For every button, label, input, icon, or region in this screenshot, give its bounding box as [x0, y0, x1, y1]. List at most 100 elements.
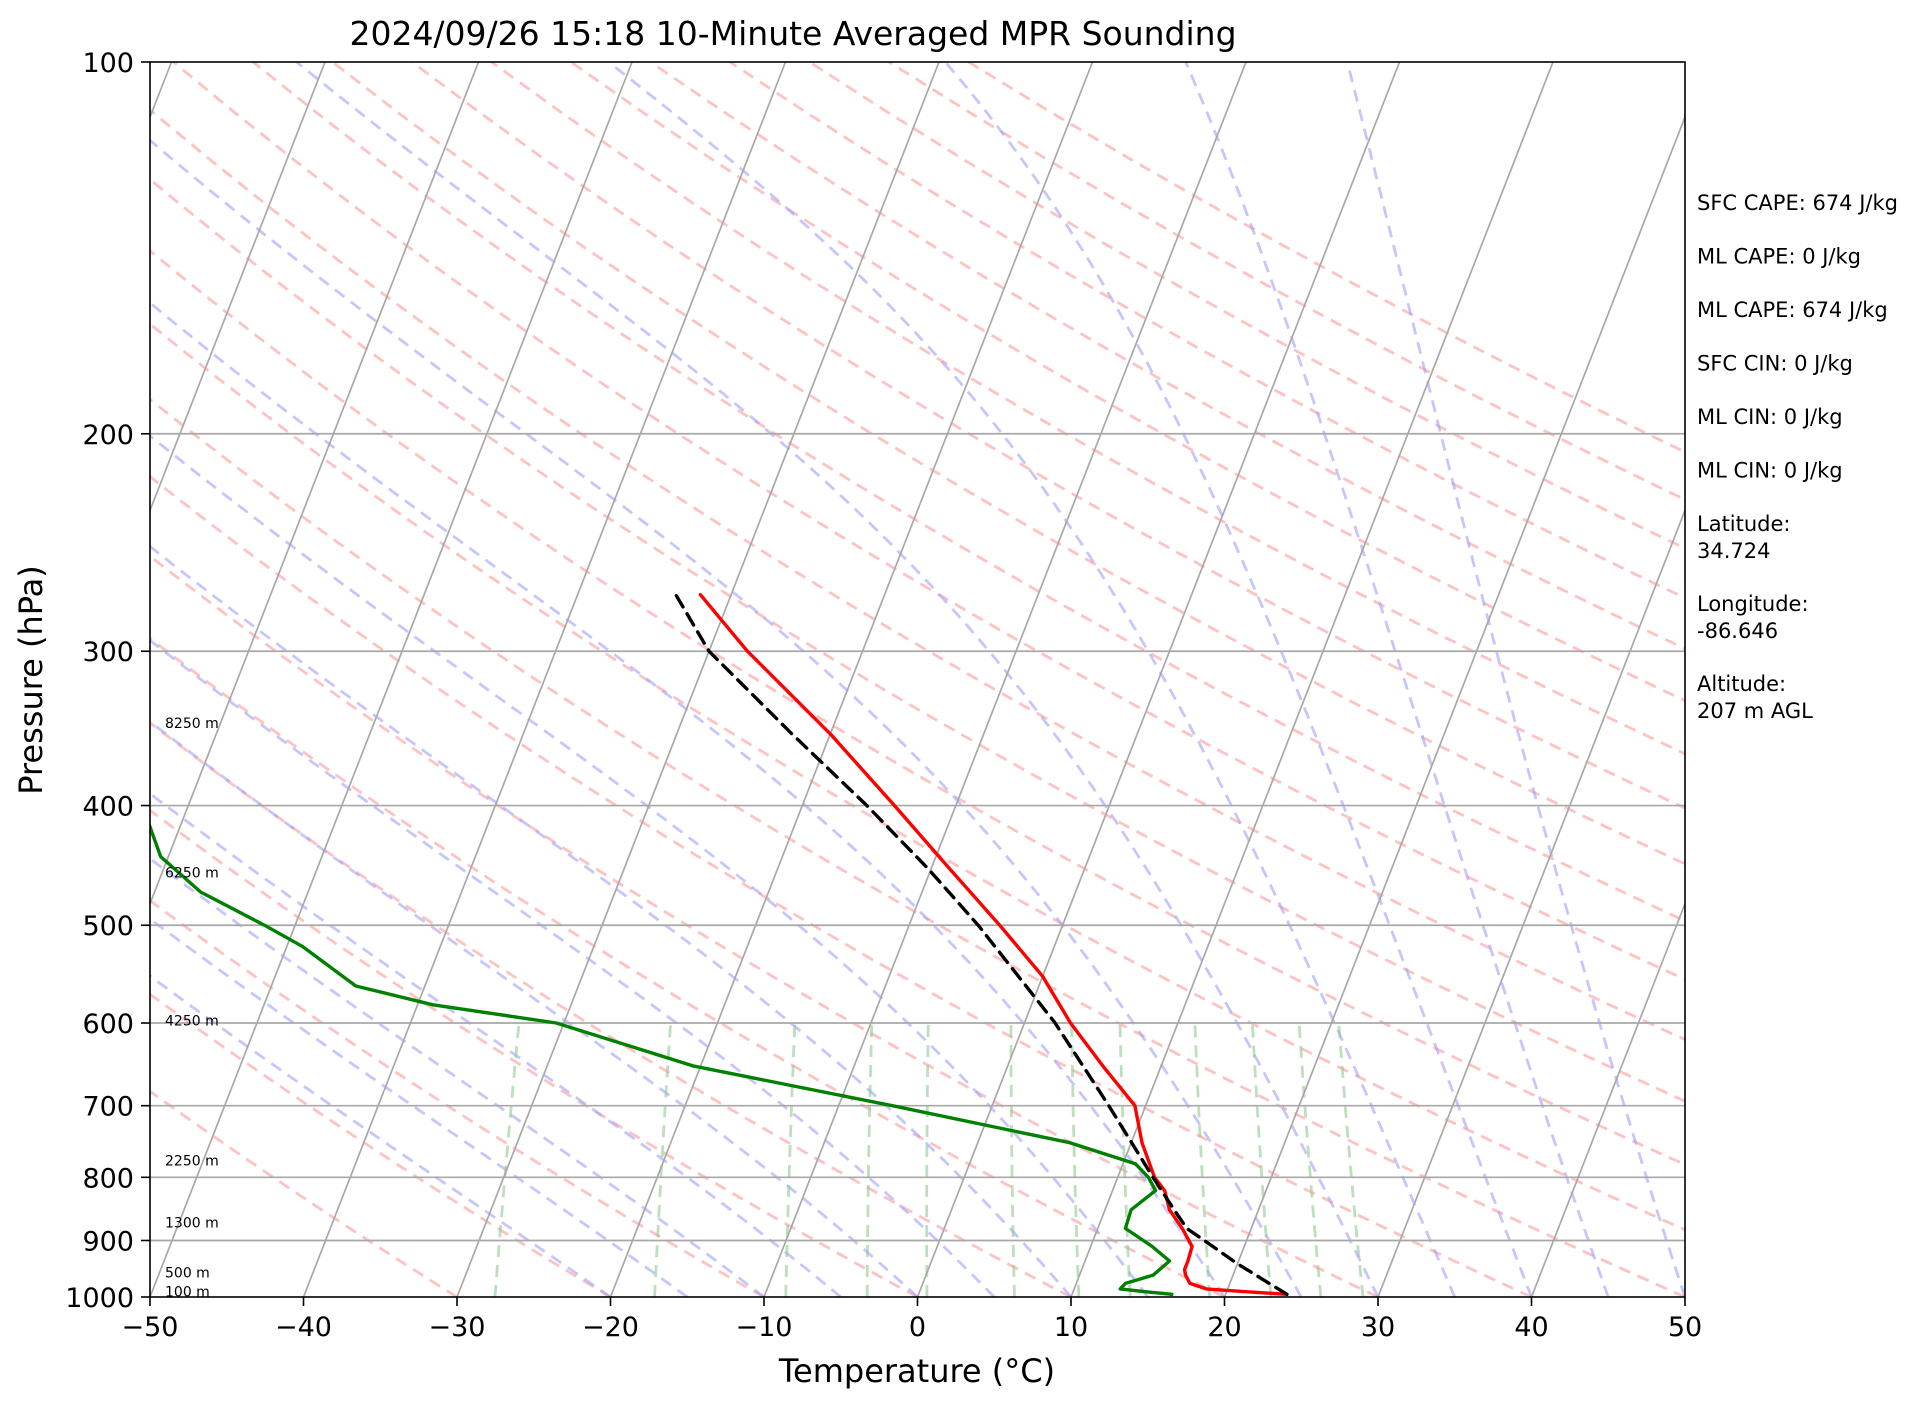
dry-adiabat [172, 62, 1685, 981]
isotherm [916, 62, 1401, 1297]
info-line: ML CIN: 0 J/kg [1697, 459, 1843, 483]
dry-adiabat [150, 322, 1685, 1232]
x-tick-label: −20 [582, 1312, 639, 1343]
x-tick-label: 30 [1361, 1312, 1395, 1343]
moist-adiabat [944, 62, 1533, 1297]
x-tick-label: −40 [275, 1312, 332, 1343]
info-line: Latitude: [1697, 512, 1791, 536]
height-label: 6250 m [165, 865, 219, 881]
dry-adiabat [150, 554, 1379, 1297]
height-label: 100 m [165, 1285, 210, 1301]
moist-adiabat [150, 301, 1226, 1297]
x-tick-label: −30 [429, 1312, 486, 1343]
dry-adiabat [570, 62, 1685, 703]
dry-adiabat [150, 249, 1685, 1167]
moist-adiabat [150, 138, 1303, 1297]
isotherm [302, 62, 787, 1297]
moist-adiabat [607, 62, 1457, 1297]
x-axis-label: Temperature (°C) [778, 1352, 1055, 1390]
dry-adiabat [150, 721, 1072, 1297]
info-line: 34.724 [1697, 539, 1770, 563]
moist-adiabat [150, 638, 996, 1297]
y-tick-label: 300 [82, 637, 134, 668]
y-tick-label: 500 [82, 911, 134, 942]
y-tick-label: 900 [82, 1226, 134, 1257]
dry-adiabat [150, 1089, 458, 1297]
isotherm [1530, 901, 1685, 1297]
moist-adiabat [150, 719, 919, 1297]
dry-adiabat [150, 474, 1533, 1297]
isotherm [150, 62, 480, 907]
profiles [150, 593, 1289, 1296]
x-tick-label: 50 [1668, 1312, 1702, 1343]
background-lines [150, 62, 1685, 1297]
info-line: SFC CIN: 0 J/kg [1697, 352, 1853, 376]
y-tick-label: 100 [82, 48, 134, 79]
moist-adiabat [150, 917, 689, 1297]
info-panel: SFC CAPE: 674 J/kg ML CAPE: 0 J/kg ML CAPE… [1697, 191, 1898, 723]
x-tick-label: 10 [1054, 1312, 1088, 1343]
info-line: Longitude: [1697, 592, 1809, 616]
isotherm [763, 62, 1247, 1297]
y-tick-label: 1000 [65, 1283, 134, 1314]
info-line: ML CAPE: 674 J/kg [1697, 298, 1888, 322]
x-tick-label: 0 [909, 1312, 926, 1343]
dry-adiabat [150, 177, 1685, 1103]
y-tick-label: 600 [82, 1009, 134, 1040]
x-tick-label: −50 [122, 1312, 179, 1343]
isotherm [150, 62, 633, 1297]
moist-adiabat [150, 857, 765, 1297]
dry-adiabat [150, 636, 1226, 1297]
chart-title: 2024/09/26 15:18 10-Minute Averaged MPR … [349, 14, 1236, 53]
height-label: 1300 m [165, 1215, 219, 1231]
height-labels: 100 m 500 m 1300 m 2250 m 4250 m 6250 m 8250 m [165, 716, 219, 1301]
info-line: Altitude: [1697, 672, 1786, 696]
y-tick-label: 200 [82, 420, 134, 451]
info-entry: SFC CIN: 0 J/kg [1697, 352, 1853, 376]
x-tick-label: 20 [1207, 1312, 1241, 1343]
moist-adiabat [1184, 62, 1610, 1297]
height-label: 500 m [165, 1265, 210, 1281]
info-entry: Latitude: 34.724 [1697, 512, 1791, 563]
info-line: ML CAPE: 0 J/kg [1697, 245, 1861, 269]
info-entry: ML CAPE: 674 J/kg [1697, 298, 1888, 322]
info-entry: ML CAPE: 0 J/kg [1697, 245, 1861, 269]
y-tick-label: 800 [82, 1163, 134, 1194]
y-axis: 100 200 300 400 500 600 700 800 900 1000 [65, 48, 150, 1314]
dewpoint-line [150, 821, 1174, 1296]
info-line: -86.646 [1697, 619, 1778, 643]
height-label: 8250 m [165, 716, 219, 732]
info-entry: Longitude: -86.646 [1697, 592, 1809, 643]
y-axis-label: Pressure (hPa) [12, 565, 50, 795]
x-axis: −50 −40 −30 −20 −10 0 10 20 30 40 50 [122, 1297, 1702, 1343]
y-tick-label: 700 [82, 1092, 134, 1123]
moist-adiabat [150, 434, 1149, 1297]
isotherm [1070, 62, 1554, 1297]
dry-adiabat [331, 62, 1685, 866]
dry-adiabat [150, 898, 765, 1297]
isotherm [456, 62, 940, 1297]
dry-adiabat [150, 808, 919, 1297]
isotherm [1377, 508, 1685, 1297]
x-tick-label: 40 [1514, 1312, 1548, 1343]
info-entry: ML CIN: 0 J/kg [1697, 459, 1843, 483]
parcel-line [674, 593, 1289, 1296]
dry-adiabat [411, 62, 1685, 810]
isotherm [150, 62, 326, 513]
info-entry: SFC CAPE: 674 J/kg [1697, 191, 1898, 215]
height-label: 2250 m [165, 1153, 219, 1169]
info-line: ML CIN: 0 J/kg [1697, 405, 1843, 429]
info-entry: ML CIN: 0 J/kg [1697, 405, 1843, 429]
info-entry: Altitude: 207 m AGL [1697, 672, 1813, 723]
info-line: SFC CAPE: 674 J/kg [1697, 191, 1898, 215]
moist-adiabat [150, 791, 842, 1297]
isotherm [609, 62, 1094, 1297]
isotherm [1223, 114, 1685, 1297]
dry-adiabat [649, 62, 1685, 651]
moist-adiabat [150, 544, 1073, 1297]
moist-adiabat [1345, 62, 1685, 1297]
height-label: 4250 m [165, 1013, 219, 1029]
dry-adiabat [150, 108, 1685, 1042]
